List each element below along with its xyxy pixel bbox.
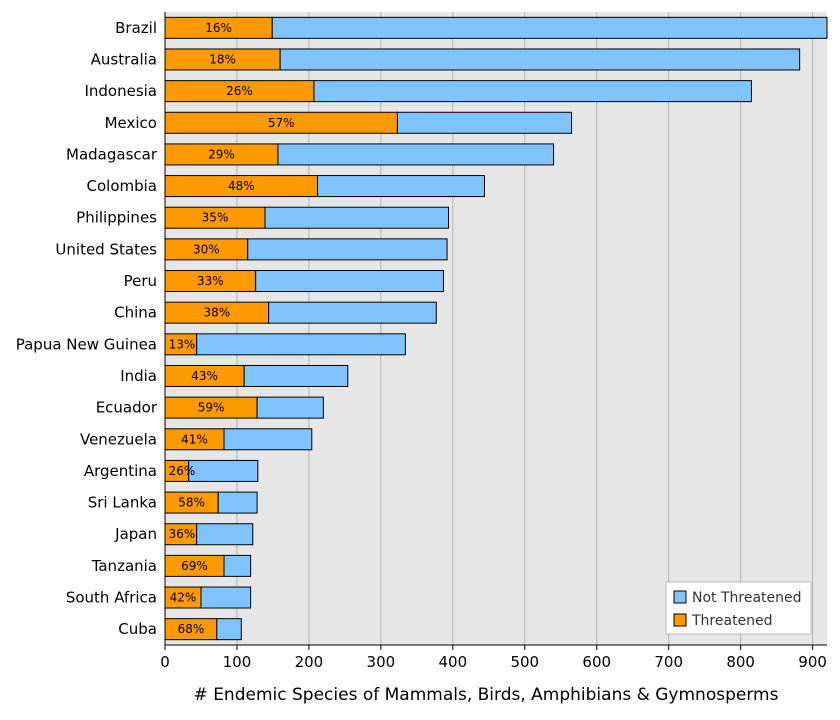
category-label: Brazil	[115, 19, 157, 37]
bars: 16% 18% 26% 57% 29% 48% 35% 30% 33% 38% 13% 43% 59% 4…	[164, 16, 828, 641]
bar-not-threatened	[396, 111, 573, 134]
x-ticks: 0 100 200 300 400 500 600 700 800 900	[160, 645, 827, 671]
bar-percent-label: 57%	[268, 116, 295, 130]
bar-percent-label: 36%	[169, 527, 196, 541]
category-label: Papua New Guinea	[16, 335, 157, 353]
bar-percent-label: 35%	[202, 211, 229, 225]
x-tick-label: 900	[798, 653, 827, 671]
bar-not-threatened	[217, 491, 258, 514]
bar-not-threatened	[271, 16, 828, 39]
plot-background	[165, 12, 827, 645]
bar-percent-label: 42%	[170, 591, 197, 605]
x-tick-label: 400	[439, 653, 468, 671]
x-tick-label: 300	[367, 653, 396, 671]
bar-not-threatened	[196, 523, 254, 546]
bar-not-threatened	[223, 554, 252, 577]
bar-percent-label: 41%	[181, 432, 208, 446]
legend-swatch-threatened	[673, 613, 687, 627]
bar-percent-label: 69%	[181, 559, 208, 573]
legend: Not Threatened Threatened	[665, 581, 812, 635]
bar-percent-label: 38%	[203, 306, 230, 320]
bar-percent-label: 33%	[197, 274, 224, 288]
bar-percent-label: 30%	[193, 242, 220, 256]
bar-not-threatened	[216, 618, 242, 641]
bar-percent-label: 58%	[178, 496, 205, 510]
bar-not-threatened	[223, 428, 313, 451]
category-label: Indonesia	[84, 82, 157, 100]
category-label: Japan	[114, 525, 157, 543]
legend-label-not-threatened: Not Threatened	[692, 590, 802, 606]
x-axis-label: # Endemic Species of Mammals, Birds, Amp…	[194, 685, 779, 705]
bar-not-threatened	[188, 459, 259, 482]
bar-not-threatened	[268, 301, 437, 324]
category-label: Argentina	[84, 462, 157, 480]
bar-percent-label: 18%	[209, 52, 236, 66]
bar-not-threatened	[247, 238, 448, 261]
category-label: Tanzania	[91, 557, 157, 575]
x-tick-label: 700	[654, 653, 683, 671]
category-label: Cuba	[118, 620, 157, 638]
bar-not-threatened	[255, 270, 444, 293]
bar-percent-label: 26%	[226, 84, 253, 98]
bar-percent-label: 43%	[191, 369, 218, 383]
bar-percent-label: 16%	[205, 21, 232, 35]
x-tick-label: 800	[726, 653, 755, 671]
bar-percent-label: 13%	[169, 337, 196, 351]
legend-swatch-not-threatened	[673, 590, 687, 604]
bar-not-threatened	[243, 364, 349, 387]
bar-percent-label: 59%	[198, 401, 225, 415]
bar-not-threatened	[264, 206, 450, 229]
category-label: Ecuador	[96, 399, 158, 417]
bar-not-threatened	[313, 80, 752, 103]
bar-not-threatened	[279, 48, 801, 71]
x-tick-label: 200	[295, 653, 324, 671]
category-label: Australia	[91, 50, 157, 68]
category-label: Colombia	[87, 177, 158, 195]
bar-not-threatened	[277, 143, 555, 166]
category-label: Venezuela	[80, 430, 157, 448]
category-label: Philippines	[76, 209, 157, 227]
x-tick-label: 500	[510, 653, 539, 671]
category-label: Madagascar	[66, 145, 158, 163]
bar-percent-label: 26%	[169, 464, 196, 478]
x-tick-label: 0	[160, 653, 170, 671]
category-label: China	[114, 304, 157, 322]
bar-not-threatened	[256, 396, 324, 419]
category-label: Peru	[124, 272, 157, 290]
bar-not-threatened	[317, 175, 485, 198]
bar-percent-label: 48%	[228, 179, 255, 193]
category-label: South Africa	[66, 589, 157, 607]
category-label: Mexico	[105, 114, 157, 132]
bar-not-threatened	[200, 586, 252, 609]
bar-percent-label: 68%	[178, 622, 205, 636]
bar-not-threatened	[196, 333, 406, 356]
legend-label-threatened: Threatened	[691, 613, 773, 629]
x-tick-label: 100	[223, 653, 252, 671]
category-label: India	[120, 367, 157, 385]
category-labels: Brazil Australia Indonesia Mexico Madagascar…	[16, 19, 158, 638]
category-label: Sri Lanka	[88, 494, 157, 512]
x-tick-label: 600	[582, 653, 611, 671]
category-label: United States	[55, 240, 157, 258]
bar-percent-label: 29%	[208, 147, 235, 161]
legend-box	[665, 581, 812, 635]
